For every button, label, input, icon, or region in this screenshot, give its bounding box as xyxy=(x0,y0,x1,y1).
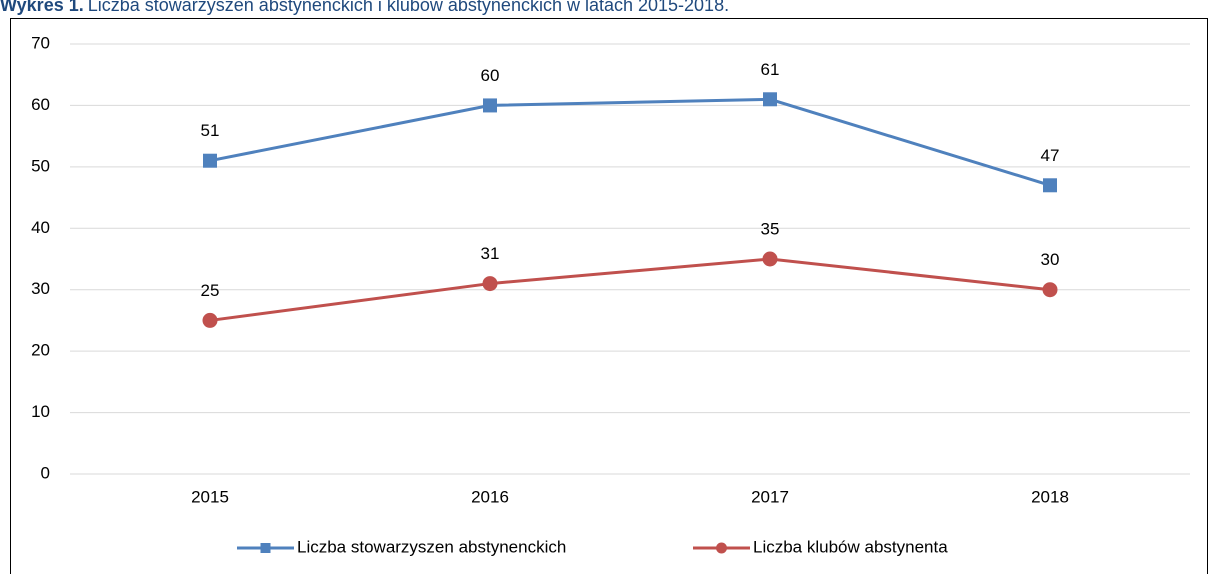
y-tick-label: 30 xyxy=(31,279,50,298)
data-label: 60 xyxy=(481,66,500,85)
x-tick-label: 2016 xyxy=(471,487,509,506)
series-line xyxy=(209,257,1051,322)
y-tick-label: 70 xyxy=(31,33,50,52)
chart-title: Wykres 1. Liczba stowarzyszeń abstynencki… xyxy=(0,0,729,15)
y-tick-label: 60 xyxy=(31,95,50,114)
legend-label: Liczba stowarzyszen abstynenckich xyxy=(297,537,566,556)
data-point xyxy=(203,153,217,168)
y-tick-label: 0 xyxy=(41,463,50,482)
series-line xyxy=(209,97,1051,187)
data-point xyxy=(482,276,498,292)
legend-marker xyxy=(260,543,271,553)
data-label: 25 xyxy=(201,281,220,300)
x-tick-label: 2018 xyxy=(1031,487,1069,506)
data-label: 35 xyxy=(761,219,780,238)
y-tick-label: 50 xyxy=(31,156,50,175)
data-label: 31 xyxy=(481,244,500,263)
data-point xyxy=(202,312,218,328)
data-point xyxy=(483,98,497,113)
data-label: 47 xyxy=(1041,146,1060,165)
y-tick-label: 20 xyxy=(31,341,50,360)
y-tick-label: 40 xyxy=(31,218,50,237)
data-label: 51 xyxy=(201,121,220,140)
data-point xyxy=(1043,178,1057,193)
x-tick-label: 2015 xyxy=(191,487,229,506)
title-text: Liczba stowarzyszeń abstynenckich i klub… xyxy=(88,0,729,15)
data-label: 30 xyxy=(1041,250,1060,269)
data-point xyxy=(763,92,777,107)
x-tick-label: 2017 xyxy=(751,487,789,506)
data-point xyxy=(762,251,778,267)
y-tick-label: 10 xyxy=(31,402,50,421)
title-label: Wykres 1. xyxy=(0,0,84,15)
legend-marker xyxy=(716,542,727,554)
data-label: 61 xyxy=(761,60,780,79)
data-point xyxy=(1042,282,1058,298)
legend-label: Liczba klubów abstynenta xyxy=(753,537,948,556)
